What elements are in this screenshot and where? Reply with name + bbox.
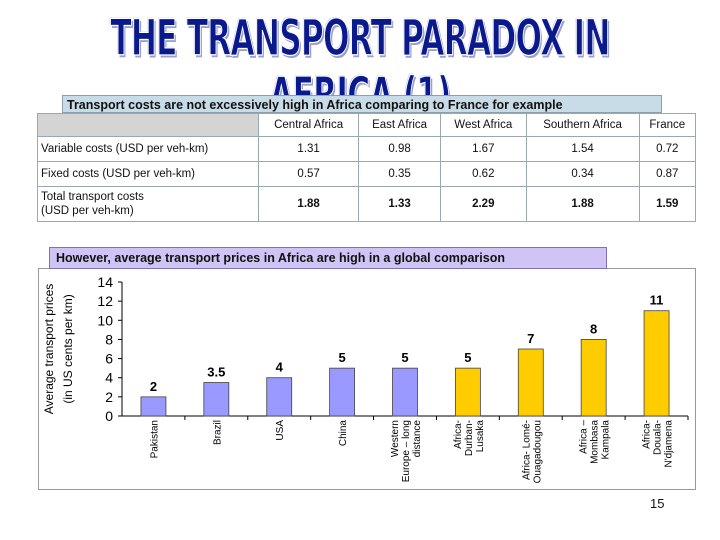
- row-label: Fixed costs (USD per veh-km): [37, 161, 259, 187]
- table-row-fixed-costs: Fixed costs (USD per veh-km) 0.57 0.35 0…: [37, 161, 697, 187]
- x-tick-label: Kampala: [601, 420, 612, 460]
- x-tick-label: Africa –: [579, 420, 590, 454]
- y-axis-label: (in US cents per km): [61, 294, 75, 403]
- table-cell: 1.59: [638, 186, 697, 222]
- bar: [140, 396, 167, 417]
- table-row-variable-costs: Variable costs (USD per veh-km) 1.31 0.9…: [37, 136, 697, 162]
- bar: [329, 367, 356, 417]
- chart-caption: However, average transport prices in Afr…: [49, 247, 607, 269]
- row-label-line: Total transport costs: [41, 191, 144, 203]
- table-cell: 1.88: [257, 186, 360, 222]
- data-label: 5: [338, 350, 345, 365]
- page-number: 15: [650, 496, 665, 511]
- x-tick-label: Africa-: [642, 420, 653, 449]
- bar: [454, 367, 481, 417]
- data-label: 3.5: [207, 365, 225, 380]
- data-label: 5: [464, 350, 471, 365]
- y-tick-label: 4: [105, 370, 113, 386]
- x-tick-label: Pakistan: [149, 420, 160, 458]
- table-cell: 1.33: [358, 186, 441, 222]
- table-caption: Transport costs are not excessively high…: [62, 95, 662, 113]
- x-tick-label: Brazil: [212, 420, 223, 445]
- row-label: Total transport costs (USD per veh-km): [37, 186, 259, 222]
- x-tick-label: Mombasa: [590, 420, 601, 464]
- y-tick-label: 10: [97, 312, 113, 328]
- data-label: 4: [276, 360, 284, 375]
- table-cell: 0.35: [358, 161, 441, 187]
- y-tick-label: 8: [105, 331, 113, 347]
- data-label: 8: [590, 321, 597, 336]
- table-row-total-costs: Total transport costs (USD per veh-km) 1…: [37, 186, 697, 222]
- data-label: 11: [650, 293, 664, 308]
- table-cell: 2.29: [439, 186, 527, 222]
- bar: [203, 382, 230, 417]
- x-tick-label: Lusaka: [475, 420, 486, 453]
- x-tick-label: Durban-: [464, 420, 475, 456]
- x-tick-label: USA: [275, 420, 286, 441]
- table-corner-cell: [37, 113, 259, 137]
- y-tick-label: 0: [105, 408, 113, 424]
- table-cell: 0.98: [358, 136, 441, 162]
- table-cell: 0.57: [257, 161, 360, 187]
- table-cell: 1.88: [525, 186, 640, 222]
- row-label-line: (USD per veh-km): [41, 205, 134, 217]
- table-cell: 0.87: [638, 161, 697, 187]
- row-label: Variable costs (USD per veh-km): [37, 136, 259, 162]
- x-tick-label: Ouagadougou: [532, 420, 543, 483]
- transport-costs-table: Central Africa East Africa West Africa S…: [37, 113, 697, 222]
- y-tick-label: 6: [105, 351, 113, 367]
- bar: [392, 367, 418, 417]
- x-tick-label: Africa-: [453, 420, 464, 449]
- bar: [643, 310, 670, 417]
- col-header-west-africa: West Africa: [439, 113, 527, 137]
- y-tick-label: 2: [105, 389, 113, 405]
- data-label: 2: [150, 379, 157, 394]
- x-tick-label: Western: [390, 420, 401, 457]
- x-tick-label: N'djamena: [664, 420, 675, 468]
- table-header-row: Central Africa East Africa West Africa S…: [37, 113, 697, 137]
- data-label: 5: [401, 350, 408, 365]
- table-cell: 0.34: [525, 161, 640, 187]
- x-tick-label: China: [338, 420, 349, 447]
- x-tick-label: distance: [412, 420, 423, 458]
- col-header-east-africa: East Africa: [358, 113, 441, 137]
- x-tick-label: Africa- Lomé-: [521, 420, 532, 480]
- col-header-france: France: [638, 113, 697, 137]
- bar: [266, 377, 293, 417]
- x-tick-label: Douala-: [653, 420, 664, 455]
- bar: [517, 348, 544, 417]
- bar: [580, 339, 607, 417]
- col-header-central-africa: Central Africa: [257, 113, 360, 137]
- y-tick-label: 14: [97, 274, 113, 290]
- data-label: 7: [527, 331, 534, 346]
- y-axis-label: Average transport prices: [42, 284, 56, 415]
- x-tick-label: Europe – long: [401, 420, 412, 482]
- y-tick-label: 12: [97, 293, 113, 309]
- col-header-southern-africa: Southern Africa: [525, 113, 640, 137]
